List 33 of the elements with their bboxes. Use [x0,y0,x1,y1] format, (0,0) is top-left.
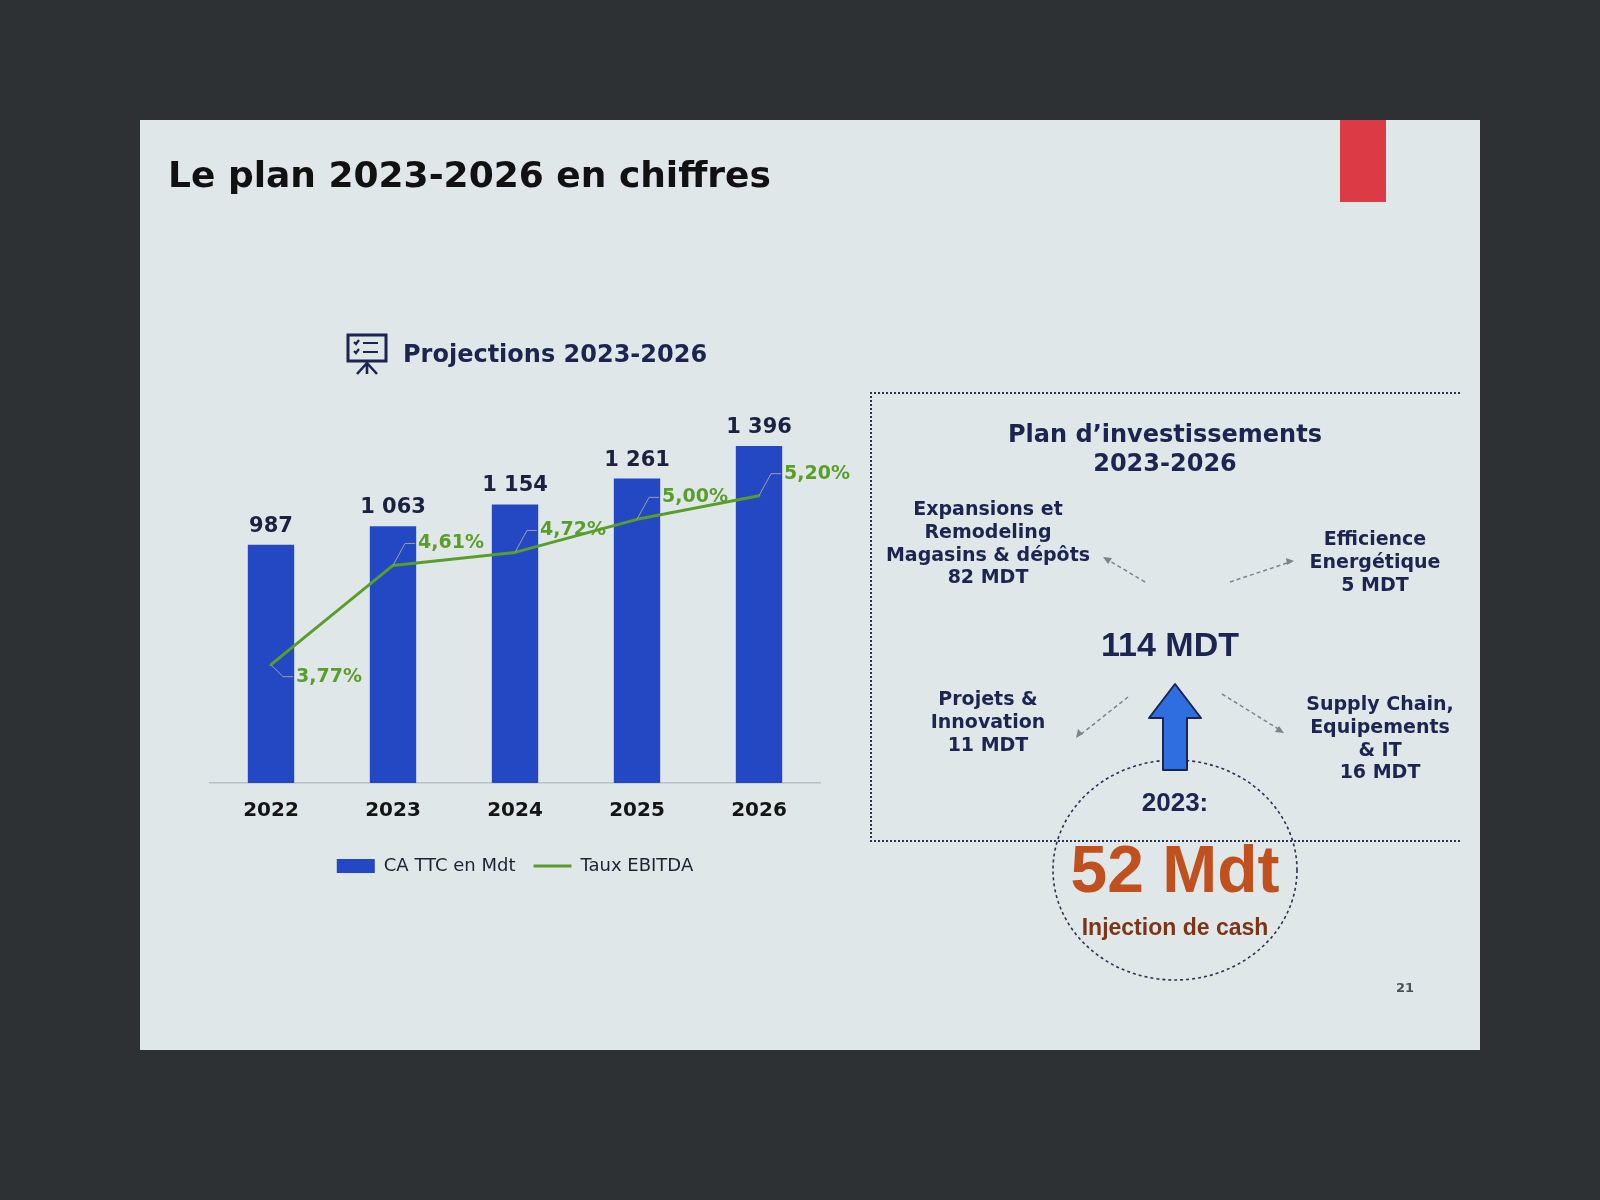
text: 2023: [1141,787,1209,819]
data-label: 1 063 [360,494,426,519]
data-label: 3,77% [296,663,362,686]
text: Projets & Innovation 11 MDT [930,687,1046,756]
data-label: 1 396 [726,413,792,438]
text: Plan d’investissements 2023-2026 [1007,420,1323,478]
text: 21 [1395,980,1415,996]
bar [613,478,661,783]
text: 52 Mdt [1070,831,1280,908]
x-tick-label: 2024 [487,797,543,822]
x-tick-label: 2025 [609,797,665,822]
x-tick-label: 2026 [731,797,787,822]
text: 114 MDT [1101,624,1239,665]
bar [247,544,295,783]
data-label: 1 154 [482,472,548,497]
data-label: 4,61% [418,530,484,553]
data-label: 5,20% [784,460,850,483]
chart-subtitle: Projections 2023-2026 [403,340,708,368]
text: Expansions et Remodeling Magasins & dépôts 82 MDT [885,497,1091,589]
text: Efficience Energétique 5 MDT [1309,527,1441,596]
data-label: 987 [249,512,293,537]
x-tick-label: 2023 [365,797,421,822]
text: Injection de cash [1081,914,1269,942]
bar [369,526,417,783]
text: Supply Chain, Equipements & IT 16 MDT [1306,692,1454,784]
legend-label: Taux EBITDA [579,853,694,875]
data-label: 1 261 [604,446,670,471]
chart-title: Le plan 2023-2026 en chiffres [168,154,771,195]
x-tick-label: 2022 [243,797,299,822]
bar [735,445,783,783]
bar [491,504,539,783]
legend-label: CA TTC en Mdt [383,853,516,875]
data-label: 5,00% [662,484,728,507]
